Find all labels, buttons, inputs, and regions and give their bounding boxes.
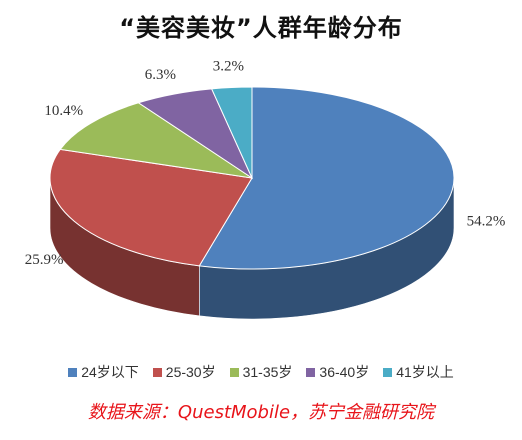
legend-swatch — [306, 367, 316, 377]
legend-item-25-30: 25-30岁 — [152, 362, 216, 382]
legend-item-31-35: 31-35岁 — [229, 362, 293, 382]
legend-label: 41岁以上 — [396, 364, 454, 380]
value-label-4: 3.2% — [213, 59, 244, 75]
source-note: 数据来源：QuestMobile，苏宁金融研究院 — [87, 402, 435, 423]
legend-swatch — [152, 367, 162, 377]
legend-item-over-41: 41岁以上 — [383, 362, 454, 382]
legend-label: 36-40岁 — [319, 364, 370, 380]
legend-label: 31-35岁 — [242, 364, 293, 380]
pie-chart: 54.2% 25.9% 10.4% 6.3% 3.2% — [25, 59, 506, 320]
value-label-1: 25.9% — [25, 252, 64, 268]
chart-title: “美容美妆”人群年龄分布 — [119, 14, 403, 42]
value-label-0: 54.2% — [467, 213, 506, 229]
legend-label: 24岁以下 — [81, 364, 139, 380]
legend-swatch — [383, 367, 393, 377]
slice-top-2 — [59, 102, 253, 179]
slice-top-4 — [210, 86, 253, 179]
slice-top-1 — [49, 148, 253, 267]
value-label-3: 6.3% — [145, 67, 176, 83]
legend-item-36-40: 36-40岁 — [306, 362, 369, 382]
legend-label: 25-30岁 — [165, 364, 216, 380]
slice-top-0 — [198, 86, 455, 270]
legend-item-under-24: 24岁以下 — [68, 362, 139, 382]
legend-swatch — [229, 367, 239, 377]
legend-swatch — [68, 367, 78, 377]
chart-legend: 24岁以下 25-30岁 31-35岁 36-40岁 41岁以上 — [0, 362, 522, 382]
value-label-2: 10.4% — [44, 103, 83, 119]
